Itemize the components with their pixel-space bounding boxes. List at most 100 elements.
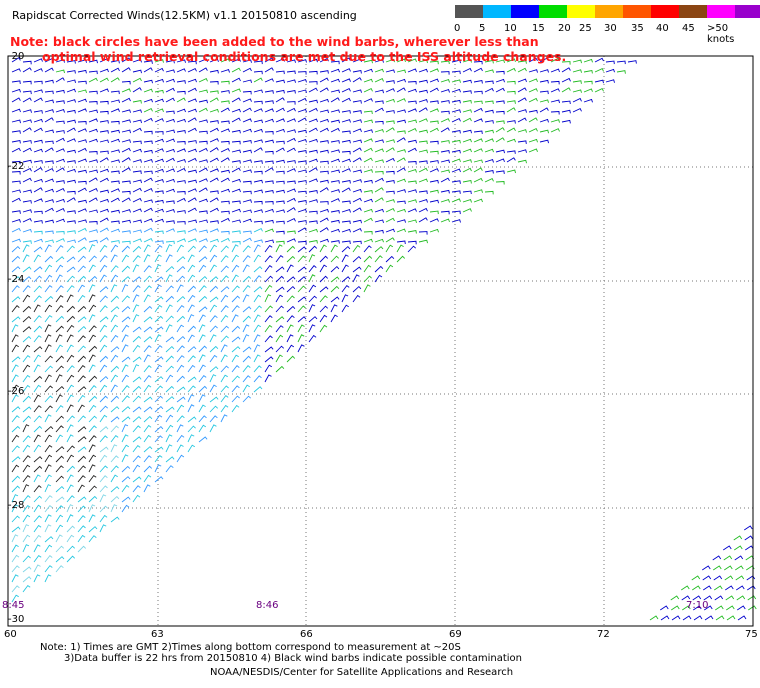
wind-barb <box>275 294 283 303</box>
wind-barb <box>484 190 494 195</box>
wind-barb <box>44 574 52 583</box>
wind-barb <box>88 101 98 105</box>
wind-barb <box>363 59 373 64</box>
scale-label: 5 <box>479 23 486 34</box>
wind-barb <box>154 276 164 283</box>
wind-barb <box>297 255 306 263</box>
wind-barb <box>99 110 109 115</box>
wind-barb <box>99 244 108 253</box>
wind-barb <box>231 97 241 103</box>
wind-barb <box>33 405 42 413</box>
wind-barb <box>396 228 406 233</box>
wind-barb <box>209 168 219 173</box>
wind-barb <box>66 534 75 543</box>
wind-barb <box>99 395 109 403</box>
wind-barb <box>77 305 87 313</box>
wind-barb <box>286 245 296 253</box>
wind-barb <box>286 324 294 333</box>
wind-barb <box>242 255 251 263</box>
wind-barb <box>220 354 228 363</box>
wind-barb <box>308 70 318 75</box>
wind-barb <box>220 314 229 323</box>
wind-barb <box>121 129 131 134</box>
wind-barb <box>385 110 395 114</box>
wind-barb <box>264 131 274 135</box>
wind-barb <box>77 265 86 273</box>
wind-barb <box>110 365 120 373</box>
wind-barb <box>66 354 75 363</box>
wind-barb <box>77 335 86 343</box>
wind-barb <box>440 89 450 93</box>
wind-barb <box>220 414 228 423</box>
wind-barb <box>154 356 164 363</box>
wind-barb <box>385 264 394 273</box>
wind-barb <box>66 109 76 114</box>
wind-barb <box>198 295 208 303</box>
wind-barb <box>660 615 670 621</box>
wind-barb <box>22 534 31 543</box>
wind-barb <box>44 79 54 84</box>
wind-barb <box>176 148 186 153</box>
wind-barb <box>495 70 505 75</box>
wind-barb <box>110 406 120 413</box>
wind-barb <box>253 147 263 153</box>
wind-barb <box>99 120 109 124</box>
wind-barb <box>99 77 109 83</box>
wind-barb <box>110 465 119 473</box>
wind-barb <box>44 58 54 63</box>
wind-barb <box>242 180 252 185</box>
wind-barb <box>726 615 736 621</box>
wind-barb <box>440 110 450 115</box>
wind-barb <box>275 58 285 63</box>
wind-barb <box>231 149 241 154</box>
wind-barb <box>132 304 140 313</box>
wind-barb <box>165 254 173 263</box>
wind-barb <box>264 208 274 213</box>
wind-barb <box>198 264 207 273</box>
wind-barb <box>77 139 87 143</box>
wind-barb <box>352 110 362 114</box>
wind-barb <box>209 147 219 153</box>
wind-barb <box>737 615 747 621</box>
wind-barb <box>484 178 494 183</box>
wind-barb <box>11 475 21 483</box>
wind-barb <box>176 304 185 313</box>
wind-barb <box>44 514 52 523</box>
wind-barb <box>407 119 417 124</box>
wind-barb <box>220 100 230 104</box>
wind-barb <box>407 189 417 193</box>
wind-barb <box>11 197 21 203</box>
wind-barb <box>132 376 142 383</box>
wind-barb <box>44 207 54 213</box>
lon-label: 63 <box>151 629 164 640</box>
wind-barb <box>132 485 141 493</box>
wind-barb <box>66 315 76 323</box>
wind-barb <box>44 129 54 134</box>
wind-barb <box>275 79 285 84</box>
wind-barb <box>385 157 395 163</box>
wind-barb <box>132 99 142 104</box>
wind-barb <box>363 119 373 124</box>
wind-barb <box>33 485 42 493</box>
wind-barb <box>121 434 129 443</box>
wind-barb <box>363 189 373 194</box>
wind-barb <box>451 190 461 194</box>
wind-barb <box>407 100 417 105</box>
wind-barb <box>33 295 42 303</box>
wind-barb <box>132 170 142 174</box>
wind-barb <box>176 59 186 63</box>
wind-barb <box>319 187 329 193</box>
wind-barb <box>440 60 450 65</box>
wind-barb <box>704 605 713 611</box>
wind-barb <box>77 284 85 293</box>
wind-barb <box>308 199 318 203</box>
wind-barb <box>165 304 173 313</box>
wind-barb <box>77 455 87 463</box>
wind-barb <box>22 294 31 303</box>
wind-barb <box>66 149 76 154</box>
wind-barb <box>187 117 197 123</box>
wind-barb <box>11 324 19 333</box>
wind-barb <box>286 207 296 213</box>
wind-barb <box>462 148 472 153</box>
wind-barb <box>176 444 184 453</box>
